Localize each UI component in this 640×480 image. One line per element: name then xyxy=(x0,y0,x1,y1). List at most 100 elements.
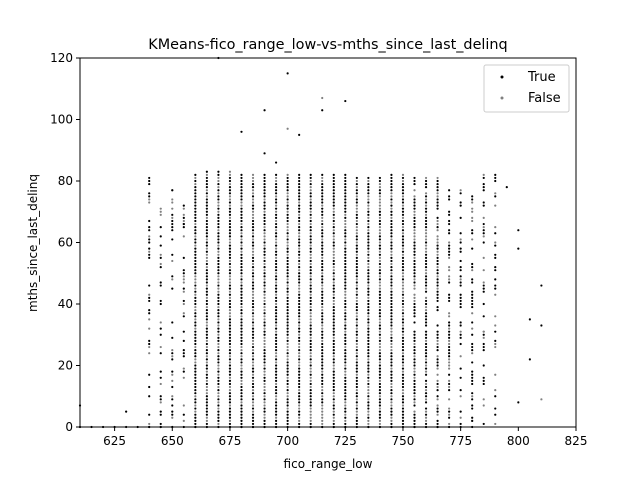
data-point-false xyxy=(378,195,382,198)
data-point-true xyxy=(217,321,220,324)
data-point-true xyxy=(482,182,485,186)
data-point-true xyxy=(286,315,289,318)
data-point-true xyxy=(344,210,347,213)
data-point-true xyxy=(471,333,474,336)
data-point-true xyxy=(367,278,370,281)
data-point-false xyxy=(274,352,278,355)
data-point-true xyxy=(194,413,197,416)
data-point-false xyxy=(251,296,255,299)
data-point-false xyxy=(321,404,324,407)
data-point-false xyxy=(378,281,382,284)
data-point-false xyxy=(263,256,266,259)
data-point-true xyxy=(159,413,162,416)
data-point-true xyxy=(228,410,232,413)
data-point-true xyxy=(401,278,405,281)
data-point-true xyxy=(286,275,289,278)
data-point-false xyxy=(217,324,220,327)
data-point-true xyxy=(401,339,405,342)
data-point-false xyxy=(182,302,185,306)
data-point-false xyxy=(355,219,358,223)
data-point-true xyxy=(298,176,301,180)
data-point-true xyxy=(390,305,393,309)
data-point-true xyxy=(378,401,382,404)
data-point-true xyxy=(286,182,289,186)
data-point-true xyxy=(321,213,324,216)
data-point-true xyxy=(482,290,485,293)
data-point-true xyxy=(205,204,208,207)
data-point-true xyxy=(332,272,335,275)
data-point-false xyxy=(355,207,358,210)
data-point-true xyxy=(263,312,266,315)
data-point-false xyxy=(413,367,416,370)
data-point-false xyxy=(332,275,335,278)
data-point-true xyxy=(228,398,232,401)
data-point-true xyxy=(274,269,278,272)
data-point-false xyxy=(217,342,220,346)
data-point-true xyxy=(355,244,358,247)
data-point-true xyxy=(367,321,370,324)
data-point-true xyxy=(332,342,335,346)
data-point-true xyxy=(436,389,439,392)
data-point-true xyxy=(286,398,289,401)
data-point-false xyxy=(251,401,255,404)
data-point-true xyxy=(424,253,428,256)
data-point-false xyxy=(448,422,451,426)
data-point-true xyxy=(367,395,370,398)
data-point-true xyxy=(240,370,243,373)
data-point-true xyxy=(436,410,439,413)
data-point-true xyxy=(217,256,220,259)
data-point-false xyxy=(390,272,393,275)
data-point-true xyxy=(148,385,151,389)
data-point-false xyxy=(413,376,416,379)
data-point-true xyxy=(482,382,485,386)
data-point-true xyxy=(217,216,220,219)
data-point-true xyxy=(148,312,151,315)
data-point-true xyxy=(459,232,462,235)
data-point-true xyxy=(274,253,278,256)
data-point-false xyxy=(413,287,416,290)
data-point-true xyxy=(171,226,174,229)
data-point-false xyxy=(424,250,428,253)
data-point-true xyxy=(424,182,428,186)
data-point-true xyxy=(286,370,289,373)
data-point-false xyxy=(251,173,255,176)
data-point-false xyxy=(424,235,428,238)
data-point-true xyxy=(309,345,312,349)
data-point-true xyxy=(251,284,255,287)
data-point-false xyxy=(205,416,208,419)
legend-box xyxy=(483,64,570,113)
data-point-false xyxy=(228,315,232,318)
data-point-true xyxy=(228,207,232,210)
data-point-true xyxy=(321,229,324,232)
data-point-true xyxy=(459,299,462,303)
data-point-false xyxy=(251,189,255,192)
data-point-true xyxy=(182,352,185,355)
data-point-true xyxy=(413,302,416,306)
data-point-false xyxy=(471,269,474,272)
data-point-true xyxy=(424,401,428,404)
data-point-true xyxy=(344,259,347,263)
data-point-true xyxy=(228,367,232,370)
data-point-true xyxy=(436,198,439,201)
data-point-false xyxy=(228,278,232,281)
data-point-true xyxy=(332,201,335,204)
data-point-true xyxy=(321,207,324,210)
data-point-false xyxy=(390,287,393,290)
data-point-false xyxy=(274,210,278,213)
data-point-true xyxy=(401,262,405,266)
data-point-false xyxy=(321,216,324,219)
data-point-true xyxy=(321,373,324,376)
data-point-true xyxy=(494,244,497,247)
data-point-true xyxy=(344,204,347,207)
x-axis: 625 650 675 700 725 750 775 800 825 xyxy=(103,427,587,448)
data-point-true xyxy=(194,382,197,386)
data-point-true xyxy=(298,210,301,213)
data-point-false xyxy=(378,342,382,346)
data-point-true xyxy=(355,272,358,275)
data-point-true xyxy=(436,361,439,364)
data-point-true xyxy=(251,416,255,419)
data-point-true xyxy=(344,367,347,370)
data-point-true xyxy=(298,312,301,315)
data-point-true xyxy=(332,179,335,183)
data-point-false xyxy=(286,278,289,281)
